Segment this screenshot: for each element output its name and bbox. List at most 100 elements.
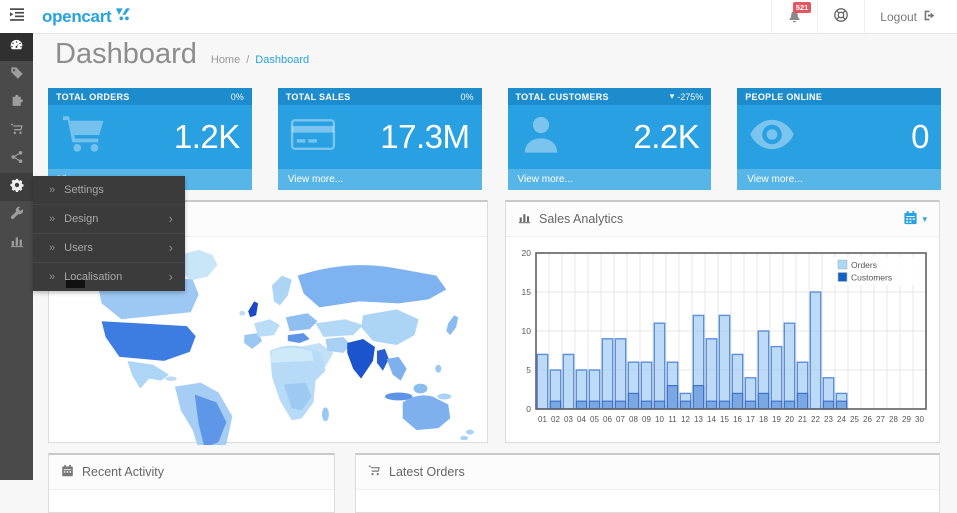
svg-text:5: 5	[526, 365, 531, 375]
tile-value: 17.3M	[380, 118, 470, 155]
submenu-item-users[interactable]: » Users ›	[33, 233, 185, 262]
chevron-right-icon: ›	[168, 240, 173, 255]
svg-text:20: 20	[785, 415, 794, 424]
sign-out-icon	[923, 9, 936, 25]
breadcrumb-current-link[interactable]: Dashboard	[255, 54, 310, 66]
view-more-link[interactable]: View more...	[507, 169, 712, 190]
panel-title: Latest Orders	[389, 465, 465, 479]
svg-text:22: 22	[811, 415, 820, 424]
svg-text:08: 08	[629, 415, 638, 424]
cart-icon	[10, 122, 24, 141]
svg-text:09: 09	[642, 415, 651, 424]
sidebar-item-extensions[interactable]	[0, 89, 33, 117]
top-header: opencart 521 Logout	[0, 0, 957, 34]
svg-text:Orders: Orders	[851, 260, 877, 270]
sidebar-item-dashboard[interactable]	[0, 33, 33, 61]
opencart-logo[interactable]: opencart	[42, 0, 138, 33]
submenu-item-design[interactable]: » Design ›	[33, 204, 185, 233]
calendar-icon	[61, 464, 74, 480]
tile-value: 0	[911, 118, 929, 155]
svg-text:04: 04	[577, 415, 586, 424]
tile-title: TOTAL SALES	[285, 91, 351, 102]
opencart-cart-mark-icon	[115, 7, 138, 26]
page-title: Dashboard	[55, 38, 197, 70]
svg-text:10: 10	[522, 326, 532, 336]
submenu-item-label: Settings	[64, 184, 104, 196]
chevron-right-icon: ›	[168, 269, 173, 284]
notifications-button[interactable]: 521	[771, 0, 817, 33]
svg-text:28: 28	[889, 415, 898, 424]
double-chevron-icon: »	[49, 242, 56, 254]
notification-count-badge: 521	[792, 2, 812, 13]
logo-text: opencart	[42, 6, 112, 26]
svg-text:05: 05	[590, 415, 599, 424]
svg-text:0: 0	[526, 404, 531, 414]
bar-chart-icon	[10, 234, 24, 253]
caret-down-icon: ▾	[669, 91, 675, 101]
tile-total-sales: TOTAL SALES 0% 17.3M View more...	[277, 88, 482, 190]
sidebar-item-catalog[interactable]	[0, 61, 33, 89]
submenu-artifact	[66, 280, 85, 288]
sidebar-item-marketing[interactable]	[0, 145, 33, 173]
wrench-icon	[10, 206, 24, 225]
sidebar-item-system[interactable]	[0, 173, 33, 201]
svg-text:15: 15	[522, 287, 532, 297]
tile-percent: 0%	[230, 91, 244, 102]
svg-text:21: 21	[798, 415, 807, 424]
svg-text:Customers: Customers	[851, 273, 892, 283]
globe-icon	[833, 7, 849, 26]
svg-text:11: 11	[668, 415, 677, 424]
breadcrumb-home-link[interactable]: Home	[210, 54, 241, 66]
svg-text:29: 29	[902, 415, 911, 424]
breadcrumb-separator: /	[246, 54, 250, 66]
bar-chart-icon	[518, 211, 531, 227]
logout-button[interactable]: Logout	[864, 0, 951, 33]
latest-orders-panel: Latest Orders	[355, 453, 940, 513]
svg-text:02: 02	[551, 415, 560, 424]
submenu-item-label: Design	[64, 213, 99, 225]
sidebar-item-sales[interactable]	[0, 117, 33, 145]
tile-value: 1.2K	[173, 118, 240, 155]
tag-icon	[10, 66, 24, 85]
view-more-link[interactable]: View more...	[277, 169, 482, 190]
svg-text:20: 20	[522, 248, 532, 258]
tile-title: TOTAL CUSTOMERS	[515, 91, 609, 102]
svg-text:01: 01	[538, 415, 547, 424]
menu-toggle-button[interactable]	[0, 0, 33, 33]
panel-title: Sales Analytics	[539, 212, 624, 226]
logout-label: Logout	[880, 9, 917, 24]
calendar-range-button[interactable]	[903, 210, 918, 228]
svg-text:17: 17	[746, 415, 755, 424]
submenu-item-localisation[interactable]: » Localisation ›	[33, 262, 185, 291]
svg-text:14: 14	[707, 415, 716, 424]
sidebar-item-tools[interactable]	[0, 201, 33, 229]
tile-total-customers: TOTAL CUSTOMERS ▾ -275% 2.2K View more..…	[507, 88, 712, 190]
view-more-link[interactable]: View more...	[737, 169, 941, 190]
double-chevron-icon: »	[49, 271, 56, 283]
submenu-item-label: Users	[64, 242, 93, 254]
chevron-right-icon: ›	[168, 211, 173, 226]
sales-analytics-header: Sales Analytics ▾	[506, 202, 939, 237]
sidebar-nav	[0, 33, 33, 480]
tile-people-online: PEOPLE ONLINE 0 View more...	[737, 88, 941, 190]
svg-text:10: 10	[655, 415, 664, 424]
double-chevron-icon: »	[49, 213, 56, 225]
tile-total-orders: TOTAL ORDERS 0% 1.2K View more...	[48, 88, 252, 190]
recent-activity-panel: Recent Activity	[48, 453, 335, 513]
panel-title: Recent Activity	[82, 465, 164, 479]
submenu-item-settings[interactable]: » Settings	[33, 176, 185, 204]
svg-text:07: 07	[616, 415, 625, 424]
svg-text:03: 03	[564, 415, 573, 424]
svg-text:19: 19	[772, 415, 781, 424]
svg-text:15: 15	[720, 415, 729, 424]
sidebar-item-reports[interactable]	[0, 229, 33, 257]
svg-text:13: 13	[694, 415, 703, 424]
tile-title: TOTAL ORDERS	[56, 91, 130, 102]
globe-button[interactable]	[817, 0, 864, 33]
tile-percent: 0%	[460, 91, 474, 102]
gear-icon	[9, 178, 24, 197]
caret-down-icon[interactable]: ▾	[922, 213, 927, 224]
share-icon	[10, 150, 24, 169]
shopping-cart-icon	[60, 114, 106, 161]
